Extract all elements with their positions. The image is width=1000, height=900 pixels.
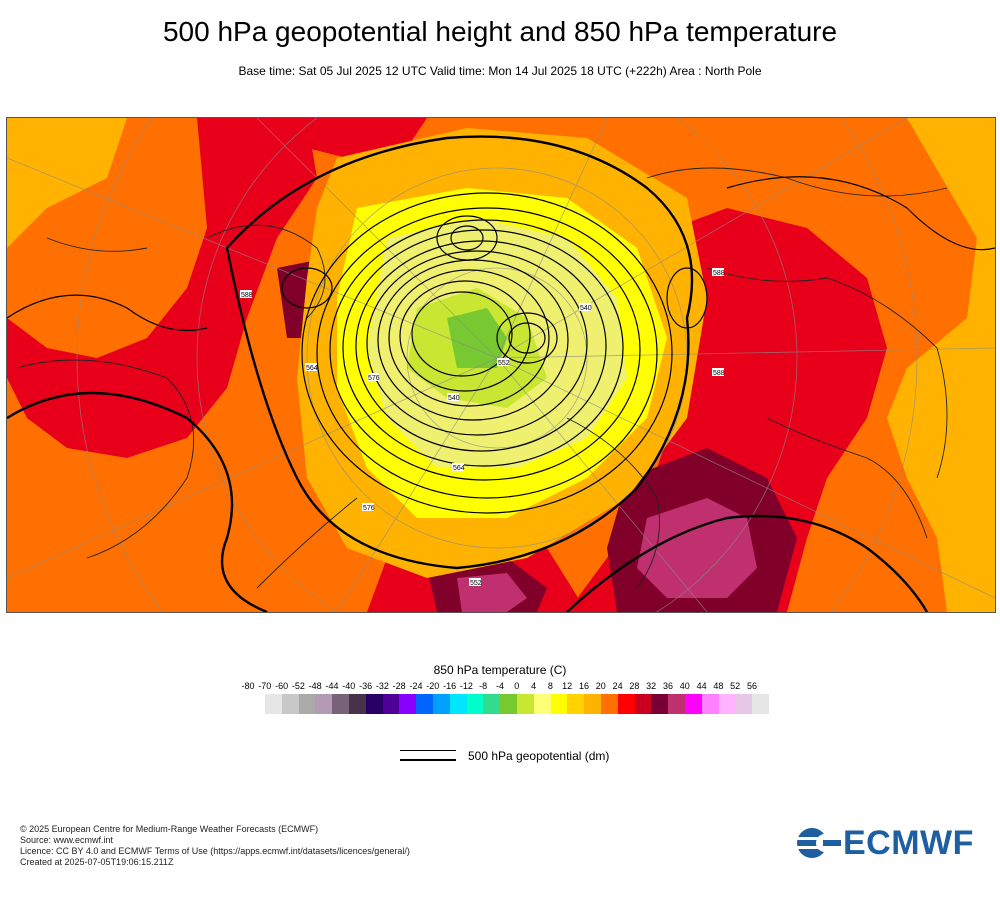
extreme-region-right [637, 498, 757, 598]
color-scale-swatch [432, 694, 450, 714]
color-scale-labels: -80 -70 -60 -52 -48 -44 -40 -36 -32 -28 -24 -20 -16-… [0, 681, 1000, 693]
contour-label-588-a: 588 [241, 292, 253, 299]
color-scale-swatch [466, 694, 484, 714]
color-scale-swatch [332, 694, 349, 714]
color-scale-tick-label: -28 [392, 681, 406, 691]
coastlines [16, 167, 948, 589]
contour-label-540-b: 540 [580, 305, 592, 312]
color-scale-tick-label: -60 [275, 681, 289, 691]
color-scale-tick-label: 44 [696, 681, 707, 691]
color-scale-tick-label: 40 [679, 681, 690, 691]
warm-region-left [7, 118, 127, 248]
color-scale-swatch [281, 694, 299, 714]
isoline-thin-sample [400, 750, 456, 751]
color-scale-swatch [584, 694, 601, 714]
color-scale-tick-label: -12 [459, 681, 473, 691]
footer: © 2025 European Centre for Medium-Range … [20, 824, 410, 868]
hot-region-left [7, 118, 317, 458]
legend-title: 850 hPa temperature (C) [433, 663, 567, 677]
polar-map: 588 576 564 552 540 588 576 564 552 540 … [6, 117, 996, 613]
contour-label-588-c: 588 [713, 370, 725, 377]
footer-created: Created at 2025-07-05T19:06:15.211Z [20, 857, 174, 867]
color-scale-tick-label: 28 [629, 681, 640, 691]
color-scale-swatch [701, 694, 719, 714]
color-scale-tick-label: 8 [547, 681, 553, 691]
color-scale-swatch [718, 694, 736, 714]
color-scale-tick-label: -70 [258, 681, 272, 691]
color-scale-swatch [668, 694, 685, 714]
color-scale-bar [265, 694, 769, 714]
color-scale-tick-label: 48 [713, 681, 724, 691]
color-scale-swatch [416, 694, 433, 714]
color-scale-tick-label: -8 [479, 681, 488, 691]
color-scale-swatch [533, 694, 551, 714]
color-scale-tick-label: -16 [443, 681, 457, 691]
color-scale-tick-label: 16 [578, 681, 589, 691]
color-scale-swatch [348, 694, 366, 714]
color-scale-swatch [449, 694, 467, 714]
contour-labels: 588 576 564 552 540 588 576 564 552 540 … [240, 268, 725, 587]
color-scale-tick-label: -24 [409, 681, 423, 691]
ecmwf-logo-icon [797, 828, 841, 858]
color-scale-swatch [600, 694, 618, 714]
color-scale-swatch [500, 694, 517, 714]
footer-copyright: © 2025 European Centre for Medium-Range … [20, 824, 319, 834]
contour-label-552: 552 [498, 360, 510, 367]
color-scale-tick-label: -32 [375, 681, 389, 691]
color-scale-tick-label: 4 [531, 681, 537, 691]
color-scale-swatch [684, 694, 702, 714]
geopotential-contours [7, 135, 995, 612]
color-scale-tick-label: -4 [495, 681, 504, 691]
color-scale-tick-label: -40 [342, 681, 356, 691]
contour-label-564-b: 564 [306, 365, 318, 372]
contour-label-588-b: 588 [713, 270, 725, 277]
color-scale-swatch [735, 694, 753, 714]
color-scale-tick-label: 56 [746, 681, 757, 691]
footer-source: Source: www.ecmwf.int [20, 835, 114, 845]
color-scale-tick-label: -36 [359, 681, 373, 691]
color-scale-swatch [365, 694, 383, 714]
color-scale-tick-label: 12 [562, 681, 573, 691]
color-scale-tick-label: -48 [308, 681, 322, 691]
color-scale-swatch [617, 694, 635, 714]
contour-label-552-b: 552 [470, 580, 482, 587]
color-scale-tick-label: 32 [646, 681, 657, 691]
color-scale-swatch [752, 694, 769, 714]
color-scale-tick-label: 20 [595, 681, 606, 691]
ecmwf-logo-text: ECMWF [843, 824, 974, 862]
contour-label-576: 576 [368, 375, 380, 382]
color-scale-swatch [483, 694, 501, 714]
color-scale-tick-label: 0 [514, 681, 520, 691]
color-scale-tick-label: 36 [662, 681, 673, 691]
color-scale-swatch [265, 694, 282, 714]
footer-licence: Licence: CC BY 4.0 and ECMWF Terms of Us… [20, 846, 410, 856]
chart-subtitle: Base time: Sat 05 Jul 2025 12 UTC Valid … [238, 64, 762, 78]
color-scale-swatch [315, 694, 333, 714]
color-scale-swatch [516, 694, 534, 714]
color-scale-swatch [651, 694, 669, 714]
color-scale-swatch [399, 694, 417, 714]
isoline-thick-sample [400, 759, 456, 761]
color-scale-swatch [382, 694, 400, 714]
color-scale-swatch [634, 694, 652, 714]
ecmwf-logo: ECMWF [795, 824, 985, 862]
contour-label-540: 540 [448, 395, 460, 402]
isoline-legend-label: 500 hPa geopotential (dm) [468, 749, 610, 763]
color-scale-tick-label: 24 [612, 681, 623, 691]
color-scale-swatch [550, 694, 568, 714]
contour-label-576-b: 576 [363, 505, 375, 512]
color-scale-tick-label: -44 [325, 681, 339, 691]
chart-title: 500 hPa geopotential height and 850 hPa … [162, 16, 838, 47]
color-scale-tick-label: 52 [730, 681, 741, 691]
color-scale-tick-label: -20 [426, 681, 440, 691]
color-scale-swatch [298, 694, 316, 714]
color-scale-tick-label: -80 [241, 681, 255, 691]
color-scale-tick-label: -52 [291, 681, 305, 691]
contour-label-564: 564 [453, 465, 465, 472]
color-scale-swatch [567, 694, 585, 714]
